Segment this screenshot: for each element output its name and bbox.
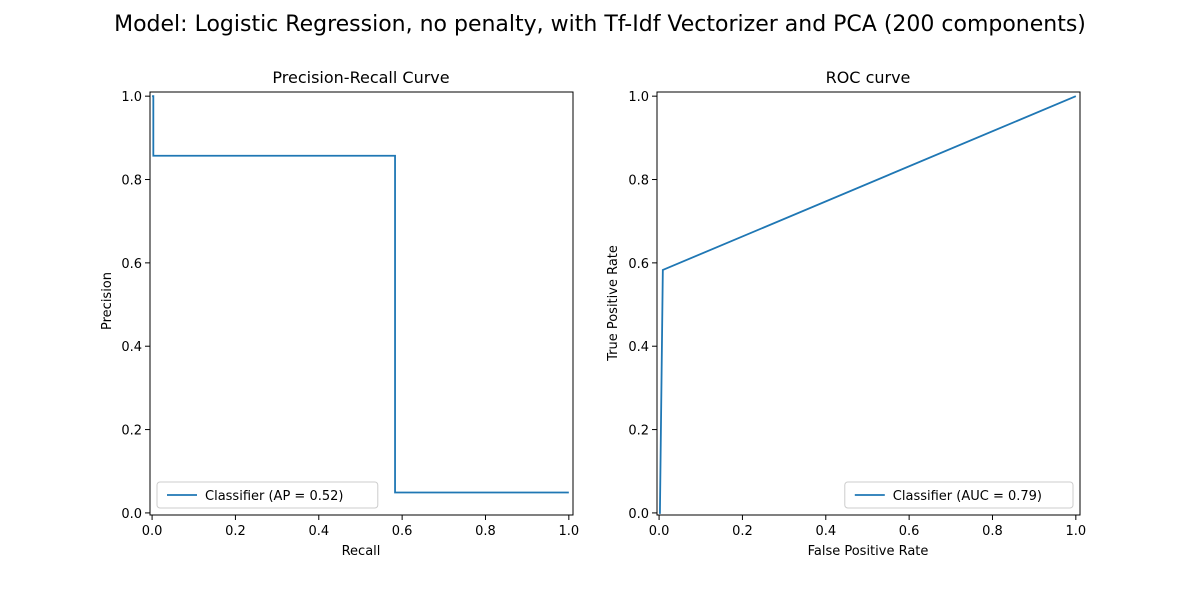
pr-x-tick-label: 0.6 [392, 524, 413, 539]
pr-y-tick-label: 0.8 [121, 174, 142, 189]
roc-x-tick-label: 0.8 [982, 524, 1003, 539]
pr-x-tick-label: 0.0 [142, 524, 163, 539]
pr-series-line [152, 95, 569, 494]
pr-x-tick-label: 0.2 [225, 524, 246, 539]
roc-legend: Classifier (AUC = 0.79) [844, 481, 1074, 509]
pr-legend: Classifier (AP = 0.52) [156, 481, 379, 509]
pr-plot-area: 0.0 0.2 0.4 0.6 0.8 1.0 0.0 0.2 0.4 0.6 0.8 1.0 Clas… [121, 90, 579, 539]
pr-x-tick-label: 0.4 [308, 524, 329, 539]
pr-legend-label: Classifier (AP = 0.52) [205, 489, 343, 504]
roc-x-tick-label: 1.0 [1065, 524, 1086, 539]
roc-x-tick-label: 0.4 [815, 524, 836, 539]
roc-plot-area: 0.0 0.2 0.4 0.6 0.8 1.0 0.0 0.2 0.4 0.6 0.8 1.0 Clas… [628, 90, 1086, 539]
roc-y-tick-label: 0.8 [628, 174, 649, 189]
pr-y-tick-label: 1.0 [121, 90, 142, 105]
pr-legend-box [156, 481, 379, 509]
roc-axes-frame [656, 91, 1081, 516]
pr-y-tick-label: 0.4 [121, 340, 142, 355]
pr-title: Precision-Recall Curve [272, 68, 449, 87]
roc-legend-label: Classifier (AUC = 0.79) [893, 489, 1042, 504]
roc-x-axis-label: False Positive Rate [808, 544, 929, 559]
roc-title: ROC curve [826, 68, 911, 87]
roc-y-axis-label: True Positive Rate [606, 245, 621, 362]
pr-x-tick-label: 1.0 [558, 524, 579, 539]
roc-panel: ROC curve 0.0 0.2 0.4 0.6 0.8 1.0 0.0 0.2 0.4 0.6… [606, 68, 1086, 559]
roc-y-tick-label: 1.0 [628, 90, 649, 105]
roc-y-tick-label: 0.6 [628, 257, 649, 272]
roc-x-tick-label: 0.2 [732, 524, 753, 539]
roc-y-tick-label: 0.4 [628, 340, 649, 355]
figure-title: Model: Logistic Regression, no penalty, … [114, 12, 1086, 37]
pr-y-tick-label: 0.6 [121, 257, 142, 272]
pr-x-axis-label: Recall [342, 544, 381, 559]
pr-y-tick-label: 0.2 [121, 424, 142, 439]
roc-y-tick-label: 0.0 [628, 507, 649, 522]
roc-x-tick-label: 0.0 [649, 524, 670, 539]
roc-x-tick-label: 0.6 [899, 524, 920, 539]
pr-x-tick-label: 0.8 [475, 524, 496, 539]
pr-axes-frame [149, 91, 574, 516]
roc-y-tick-label: 0.2 [628, 424, 649, 439]
roc-legend-box [844, 481, 1074, 509]
precision-recall-panel: Precision-Recall Curve 0.0 0.2 0.4 0.6 0.8 1.… [100, 68, 579, 559]
pr-y-tick-label: 0.0 [121, 507, 142, 522]
pr-y-axis-label: Precision [100, 272, 115, 330]
roc-series-line [659, 95, 1077, 514]
